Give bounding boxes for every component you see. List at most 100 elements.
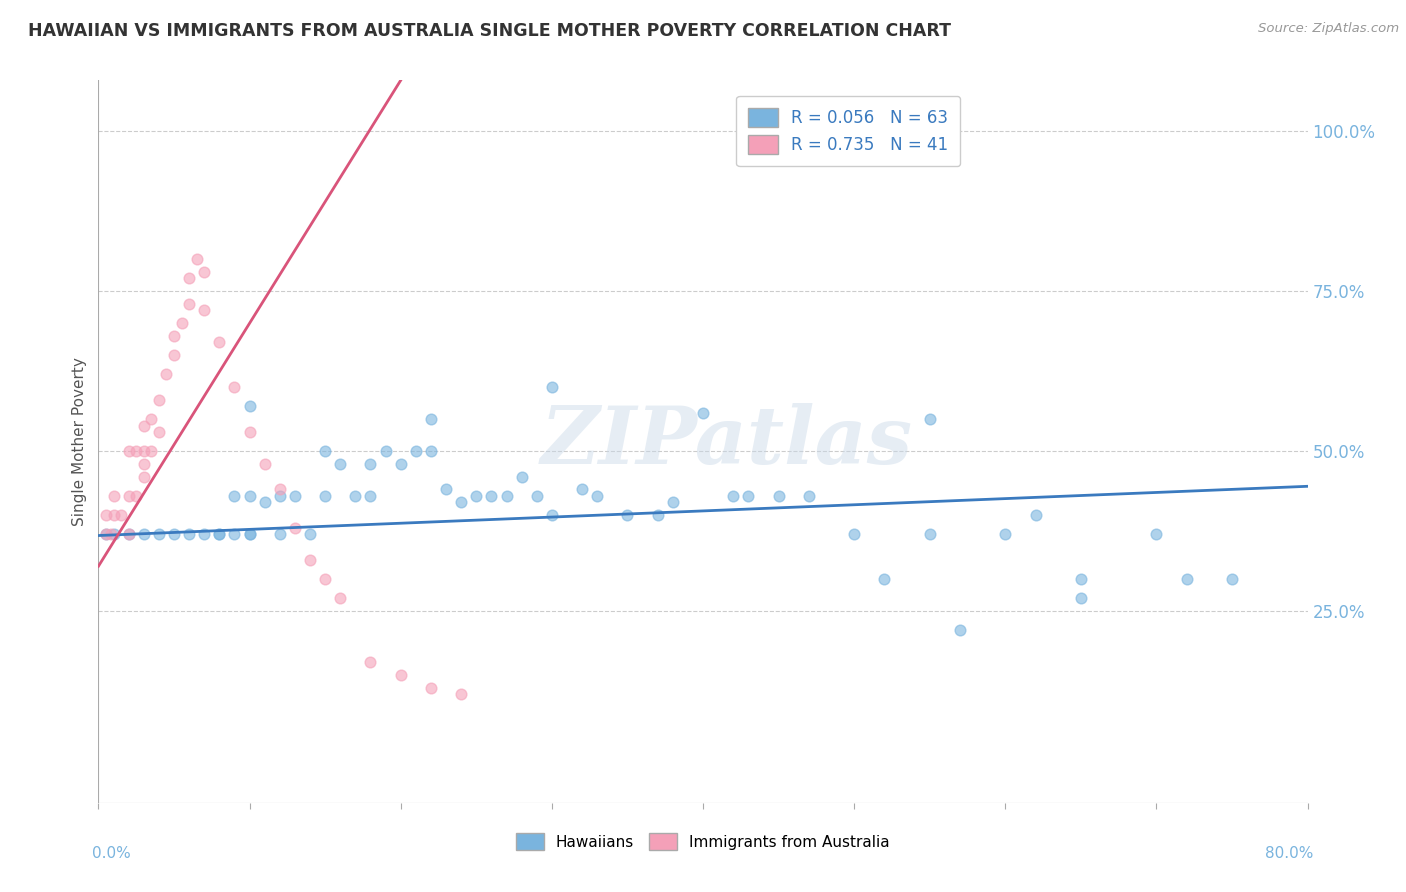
Point — [526, 489, 548, 503]
Point — [193, 303, 215, 318]
Point — [844, 527, 866, 541]
Point — [465, 489, 488, 503]
Point — [616, 508, 638, 522]
Point — [299, 527, 322, 541]
Point — [661, 495, 683, 509]
Point — [239, 400, 262, 414]
Point — [797, 489, 820, 503]
Point — [647, 508, 669, 522]
Point — [510, 469, 533, 483]
Point — [360, 655, 382, 669]
Point — [208, 527, 231, 541]
Point — [723, 489, 745, 503]
Point — [737, 489, 759, 503]
Point — [125, 489, 148, 503]
Point — [193, 265, 215, 279]
Point — [389, 668, 412, 682]
Point — [148, 527, 170, 541]
Point — [1070, 572, 1092, 586]
Text: ZIPatlas: ZIPatlas — [541, 403, 914, 480]
Point — [179, 271, 201, 285]
Point — [224, 527, 246, 541]
Point — [329, 591, 352, 606]
Point — [110, 508, 132, 522]
Point — [1024, 508, 1046, 522]
Point — [253, 495, 276, 509]
Point — [269, 527, 291, 541]
Point — [299, 553, 322, 567]
Point — [1175, 572, 1198, 586]
Point — [540, 508, 562, 522]
Point — [118, 527, 141, 541]
Point — [148, 425, 170, 439]
Point — [434, 483, 457, 497]
Point — [314, 444, 336, 458]
Point — [949, 623, 972, 637]
Point — [450, 687, 472, 701]
Point — [374, 444, 396, 458]
Point — [692, 406, 714, 420]
Point — [170, 316, 193, 330]
Point — [994, 527, 1017, 541]
Point — [132, 418, 155, 433]
Legend: Hawaiians, Immigrants from Australia: Hawaiians, Immigrants from Australia — [510, 827, 896, 856]
Point — [540, 380, 562, 394]
Point — [405, 444, 427, 458]
Point — [148, 392, 170, 407]
Point — [360, 489, 382, 503]
Point — [118, 444, 141, 458]
Point — [224, 380, 246, 394]
Point — [132, 444, 155, 458]
Point — [918, 527, 941, 541]
Point — [132, 469, 155, 483]
Point — [269, 489, 291, 503]
Point — [224, 489, 246, 503]
Point — [873, 572, 896, 586]
Point — [239, 527, 262, 541]
Point — [163, 329, 186, 343]
Point — [360, 457, 382, 471]
Point — [125, 444, 148, 458]
Point — [481, 489, 503, 503]
Point — [118, 489, 141, 503]
Point — [193, 527, 215, 541]
Text: 0.0%: 0.0% — [93, 847, 131, 861]
Point — [163, 348, 186, 362]
Point — [329, 457, 352, 471]
Point — [253, 457, 276, 471]
Point — [94, 508, 117, 522]
Point — [495, 489, 517, 503]
Y-axis label: Single Mother Poverty: Single Mother Poverty — [72, 357, 87, 526]
Point — [163, 527, 186, 541]
Point — [420, 681, 443, 695]
Point — [284, 489, 307, 503]
Text: Source: ZipAtlas.com: Source: ZipAtlas.com — [1258, 22, 1399, 36]
Point — [450, 495, 472, 509]
Point — [141, 412, 163, 426]
Point — [118, 527, 141, 541]
Point — [768, 489, 790, 503]
Point — [94, 527, 117, 541]
Point — [239, 425, 262, 439]
Point — [918, 412, 941, 426]
Point — [420, 412, 443, 426]
Point — [314, 572, 336, 586]
Point — [179, 297, 201, 311]
Point — [314, 489, 336, 503]
Point — [1070, 591, 1092, 606]
Point — [100, 527, 122, 541]
Point — [179, 527, 201, 541]
Point — [239, 527, 262, 541]
Point — [94, 527, 117, 541]
Point — [344, 489, 367, 503]
Point — [1144, 527, 1167, 541]
Point — [103, 527, 125, 541]
Point — [208, 335, 231, 350]
Text: HAWAIIAN VS IMMIGRANTS FROM AUSTRALIA SINGLE MOTHER POVERTY CORRELATION CHART: HAWAIIAN VS IMMIGRANTS FROM AUSTRALIA SI… — [28, 22, 950, 40]
Point — [132, 527, 155, 541]
Point — [103, 508, 125, 522]
Point — [103, 489, 125, 503]
Point — [155, 368, 177, 382]
Point — [208, 527, 231, 541]
Point — [1220, 572, 1243, 586]
